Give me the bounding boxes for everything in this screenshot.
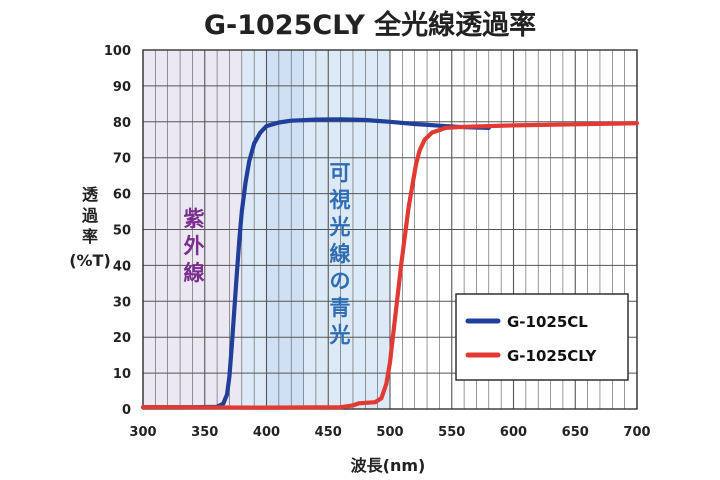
- y-axis-label-line: (%T): [69, 251, 111, 270]
- chart-title: G-1025CLY 全光線透過率: [204, 9, 536, 41]
- y-axis-label-line: 透: [82, 185, 99, 204]
- x-tick-label: 600: [500, 425, 527, 440]
- y-tick-label: 40: [113, 259, 131, 274]
- y-tick-label: 100: [104, 44, 131, 59]
- y-tick-label: 20: [113, 331, 131, 346]
- y-tick-label: 80: [113, 116, 131, 131]
- x-tick-label: 450: [315, 425, 342, 440]
- x-tick-label: 350: [191, 425, 218, 440]
- band-label-blue-char: 青: [330, 296, 351, 320]
- legend-label-G-1025CLY: G-1025CLY: [507, 347, 598, 365]
- band-label-uv-char: 外: [184, 234, 205, 258]
- plot-frame: [142, 49, 638, 410]
- x-tick-label: 550: [438, 425, 465, 440]
- band-label-uv-char: 線: [184, 261, 205, 285]
- y-tick-label: 90: [113, 80, 131, 95]
- band-label-blue-char: 可: [330, 161, 351, 185]
- y-axis-label: 透過率 (%T): [69, 185, 111, 270]
- x-tick-label: 500: [376, 425, 403, 440]
- x-tick-label: 650: [562, 425, 589, 440]
- x-tick-label: 400: [253, 425, 280, 440]
- band-label-blue-char: 視: [329, 188, 351, 212]
- series-line-G-1025CL: [140, 117, 491, 410]
- band-label-uv-char: 紫: [184, 207, 205, 231]
- band-label-blue-char: 線: [330, 242, 351, 266]
- legend-box: [455, 293, 629, 381]
- x-tick-label: 300: [129, 425, 156, 440]
- band-label-blue-char: 光: [329, 215, 351, 239]
- x-axis-label: 波長(nm): [351, 456, 426, 475]
- series-layer: [140, 117, 640, 410]
- y-tick-label: 10: [113, 367, 131, 382]
- y-tick-label: 0: [122, 403, 131, 418]
- legend: G-1025CL G-1025CLY: [455, 293, 629, 381]
- y-tick-label: 60: [113, 188, 131, 203]
- band-label-blue-char: 光: [329, 323, 351, 347]
- y-tick-label: 70: [113, 152, 131, 167]
- x-tick-label: 700: [623, 425, 650, 440]
- y-axis-label-line: 過: [81, 206, 99, 225]
- band-label-blue-char: の: [330, 269, 351, 293]
- y-axis-label-line: 率: [82, 227, 98, 246]
- series-line-G-1025CLY: [140, 121, 640, 410]
- y-tick-label: 30: [113, 295, 131, 310]
- y-tick-label: 50: [113, 224, 131, 239]
- axis-layer: 300 350 400 450 500 550 600 650 700 0 10 20 30 40 50 60…: [104, 44, 651, 440]
- legend-label-G-1025CL: G-1025CL: [507, 313, 588, 331]
